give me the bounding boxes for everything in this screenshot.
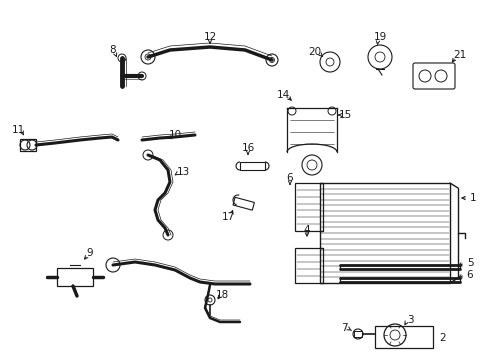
Bar — [319, 183, 449, 283]
Bar — [232, 197, 254, 210]
Text: 13: 13 — [176, 167, 189, 177]
Text: 4: 4 — [303, 225, 310, 235]
Bar — [20, 139, 36, 151]
Bar — [294, 183, 323, 231]
Text: 19: 19 — [373, 32, 386, 42]
Text: 1: 1 — [469, 193, 475, 203]
Text: 7: 7 — [340, 323, 346, 333]
Text: 6: 6 — [466, 270, 472, 280]
Text: 15: 15 — [338, 110, 351, 120]
Text: 12: 12 — [203, 32, 216, 42]
Text: 18: 18 — [215, 290, 228, 300]
Bar — [294, 248, 323, 283]
Text: 16: 16 — [241, 143, 254, 153]
Bar — [240, 162, 264, 170]
Text: 14: 14 — [276, 90, 289, 100]
Text: 17: 17 — [221, 212, 234, 222]
Text: 2: 2 — [439, 333, 446, 343]
Text: 8: 8 — [109, 45, 116, 55]
Text: 3: 3 — [406, 315, 412, 325]
Bar — [374, 326, 432, 348]
Text: 11: 11 — [11, 125, 24, 135]
Text: 10: 10 — [168, 130, 181, 140]
Text: 5: 5 — [466, 258, 472, 268]
Text: 20: 20 — [308, 47, 321, 57]
Bar — [57, 268, 93, 286]
Text: 21: 21 — [452, 50, 466, 60]
Bar — [353, 331, 361, 337]
Text: 9: 9 — [86, 248, 93, 258]
Text: 6: 6 — [286, 173, 293, 183]
